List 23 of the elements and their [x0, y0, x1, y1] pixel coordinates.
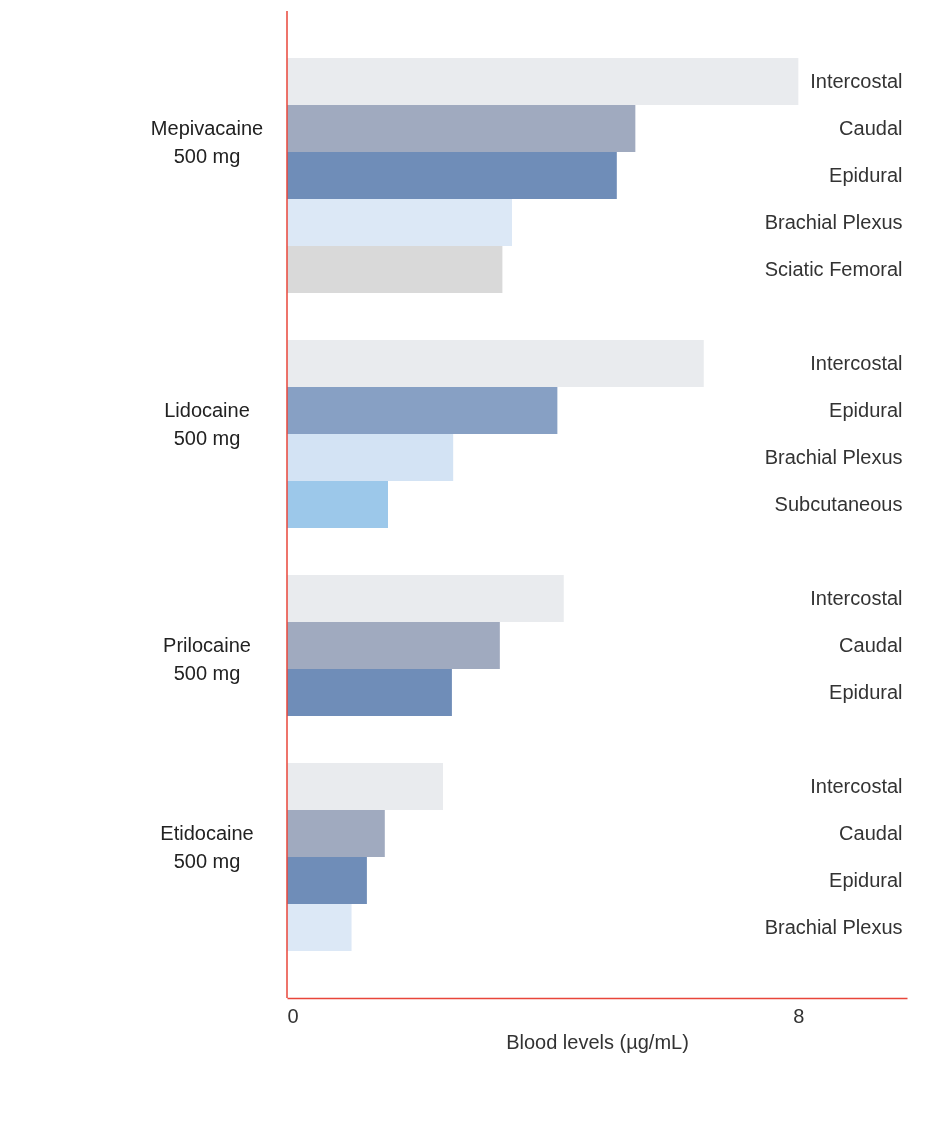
y-tick-label: Brachial Plexus: [764, 445, 903, 468]
series-label: Mepivacaine 500 mg: [150, 116, 264, 167]
y-tick-label: Caudal: [839, 116, 903, 139]
y-tick-label: Intercostal: [810, 774, 903, 797]
y-tick-label: Brachial Plexus: [764, 915, 903, 938]
y-tick-label: Epidural: [829, 398, 903, 421]
y-tick-label: Intercostal: [810, 586, 903, 609]
x-axis-title: Blood levels (µg/mL): [506, 1030, 689, 1053]
y-tick-label: Sciatic Femoral: [764, 257, 903, 280]
y-tick-label: Intercostal: [810, 69, 903, 92]
y-tick-label: Epidural: [829, 680, 903, 703]
y-tick-label: Brachial Plexus: [764, 210, 903, 233]
series-label: Etidocaine 500 mg: [160, 821, 254, 872]
y-tick-label: Epidural: [829, 163, 903, 186]
x-tick-label: 8: [793, 1004, 805, 1027]
y-tick-label: Epidural: [829, 868, 903, 891]
series-label: Prilocaine 500 mg: [163, 633, 251, 684]
series-label: Lidocaine 500 mg: [164, 398, 250, 449]
y-tick-label: Caudal: [839, 633, 903, 656]
y-tick-label: Subcutaneous: [774, 492, 903, 515]
x-tick-label: 0: [287, 1004, 299, 1027]
y-tick-label: Intercostal: [810, 351, 903, 374]
y-tick-label: Caudal: [839, 821, 903, 844]
